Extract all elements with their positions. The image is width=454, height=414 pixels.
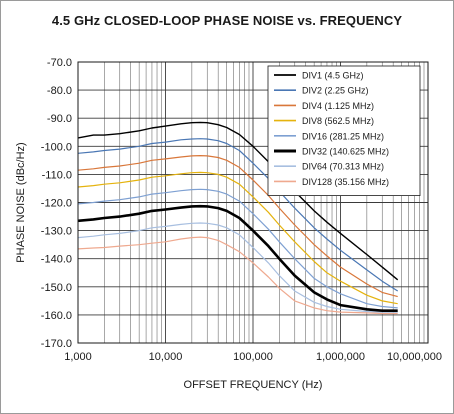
y-tick-labels: -70.0 -80.0 -90.0 -100.0 -110.0 -120.0 -130.0 -… (41, 57, 72, 350)
legend-entry: DIV32 (140.625 MHz) (302, 147, 389, 157)
y-axis-label: PHASE NOISE (dBc/Hz) (15, 142, 27, 262)
legend-entry: DIV2 (2.25 GHz) (302, 86, 369, 96)
x-tick-label: 10,000 (149, 351, 183, 363)
x-axis-label: OFFSET FREQUENCY (Hz) (184, 379, 323, 391)
y-tick-label: -90.0 (47, 113, 72, 125)
legend-box (267, 65, 421, 197)
series-line-div32 (77, 204, 398, 313)
chart-title: 4.5 GHz CLOSED-LOOP PHASE NOISE vs. FREQ… (51, 13, 403, 28)
y-tick-label: -70.0 (47, 57, 72, 69)
y-tick-label: -150.0 (41, 282, 72, 294)
y-tick-label: -80.0 (47, 85, 72, 97)
y-tick-label: -110.0 (42, 169, 72, 181)
series-line-div16 (77, 188, 398, 309)
legend: DIV1 (4.5 GHz) DIV2 (2.25 GHz) DIV4 (1.125… (267, 65, 421, 197)
series-line-div8 (77, 171, 398, 305)
legend-entry: DIV64 (70.313 MHz) (302, 162, 384, 172)
series-line-div64 (77, 222, 398, 313)
legend-entry: DIV1 (4.5 GHz) (302, 71, 364, 81)
series-line-div128 (77, 236, 398, 315)
y-tick-label: -130.0 (41, 226, 72, 238)
x-tick-label: 1,000 (64, 351, 92, 363)
y-tick-label: -120.0 (41, 198, 72, 210)
plot-border (77, 61, 429, 344)
series-line-div1 (77, 121, 399, 281)
series-lines (77, 121, 399, 315)
y-tick-label: -140.0 (41, 254, 72, 266)
x-tick-label: 1,000,000 (316, 351, 365, 363)
y-tick-label: -100.0 (41, 141, 72, 153)
y-tick-label: -170.0 (41, 338, 72, 350)
legend-entry: DIV8 (562.5 MHz) (302, 116, 374, 126)
series-line-div4 (77, 155, 398, 298)
legend-entry: DIV4 (1.125 MHz) (302, 101, 374, 111)
series-line-div2 (77, 138, 399, 292)
x-tick-labels: 1,000 10,000 100,000 1,000,000 10,000,000 (64, 351, 442, 363)
y-tick-label: -160.0 (41, 310, 72, 322)
x-tick-label: 100,000 (233, 351, 273, 363)
legend-entry: DIV128 (35.156 MHz) (302, 177, 389, 187)
legend-entry: DIV16 (281.25 MHz) (302, 131, 384, 141)
x-tick-label: 10,000,000 (387, 351, 442, 363)
